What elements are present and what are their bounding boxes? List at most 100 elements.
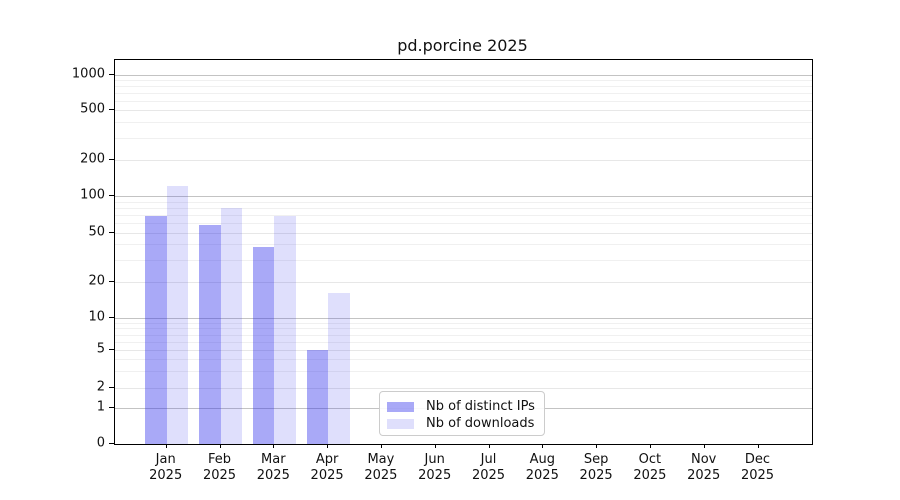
x-label-month: Jan [155,452,176,467]
legend-label: Nb of downloads [426,416,535,431]
minor-gridline [115,122,812,124]
gridline [115,196,812,197]
y-tick-mark [109,73,114,75]
x-label-year: 2025 [471,468,506,483]
x-tick-mark [488,444,490,448]
x-label-year: 2025 [310,468,344,483]
gridline [115,318,812,319]
y-axis-tick-label: 1000 [71,66,105,81]
minor-gridline [115,371,812,373]
minor-gridline [115,79,812,81]
minor-gridline [115,214,812,216]
bar-downloads [166,186,189,444]
x-label-year: 2025 [740,468,775,483]
x-label-year: 2025 [202,468,237,483]
y-tick-mark [109,407,114,408]
y-tick-mark [109,443,114,444]
x-axis-tick-label: Aug 2025 [510,452,574,484]
y-tick-mark [109,387,114,388]
y-tick-mark [109,109,114,110]
y-axis-tick-label: 2 [96,379,105,395]
x-axis-tick-label: Jan 2025 [134,452,198,484]
x-tick-mark [703,444,705,448]
y-axis-tick-label: 0 [96,435,105,451]
gridline [115,388,812,389]
minor-gridline [115,259,812,261]
x-axis-tick-label: Sep 2025 [564,452,628,484]
x-axis-tick-label: Feb 2025 [188,452,252,484]
y-axis-tick-label: 200 [80,151,105,166]
x-label-month: Oct [638,452,662,467]
gridline [115,350,812,351]
x-tick-mark [649,444,651,448]
minor-gridline [115,222,812,224]
x-label-year: 2025 [418,468,452,483]
bar-downloads [220,207,242,444]
x-axis-tick-label: Apr 2025 [295,452,359,484]
minor-gridline [115,334,812,336]
y-axis-tick-label: 500 [80,101,105,117]
minor-gridline [115,201,812,203]
x-tick-mark [596,444,598,448]
minor-gridline [115,359,812,361]
minor-gridline [115,100,812,102]
y-tick-mark [109,195,114,196]
y-axis-tick-label: 50 [88,224,105,239]
x-tick-mark [434,444,436,448]
y-axis-tick-label: 100 [80,187,105,203]
legend-swatch-downloads [387,418,414,429]
x-tick-mark [327,444,329,448]
x-label-month: Mar [261,452,286,467]
x-tick-mark [165,444,167,448]
minor-gridline [115,92,812,94]
gridline [115,159,812,161]
plot-area [114,59,813,445]
y-tick-mark [109,231,114,233]
gridline [115,232,812,234]
minor-gridline [115,85,812,87]
x-axis-tick-label: Mar 2025 [241,452,305,484]
x-label-year: 2025 [687,468,721,483]
y-tick-mark [109,158,114,160]
y-axis-tick-label: 20 [88,273,105,288]
minor-gridline [115,207,812,209]
chart-title: pd.porcine 2025 [397,36,528,55]
x-tick-mark [542,444,544,448]
x-axis-tick-label: Jul 2025 [457,452,521,484]
x-label-month: Nov [691,452,717,467]
bar-distinct-ips [252,247,275,444]
x-label-year: 2025 [633,468,667,483]
bar-downloads [328,293,350,444]
bar-distinct-ips [145,216,167,444]
minor-gridline [115,244,812,246]
gridline [115,110,812,111]
y-tick-mark [109,280,114,282]
gridline [115,74,812,76]
x-tick-mark [757,444,759,448]
y-axis-tick-label: 1 [96,399,105,415]
x-label-month: Apr [315,452,339,467]
gridline [115,281,812,283]
bar-downloads [274,216,296,444]
x-label-year: 2025 [525,468,559,483]
x-axis-tick-label: Nov 2025 [672,452,736,484]
x-label-month: Sep [583,452,609,467]
x-label-year: 2025 [256,468,290,483]
x-label-month: Dec [744,452,771,467]
x-label-year: 2025 [579,468,613,483]
x-label-month: May [367,452,395,467]
minor-gridline [115,328,812,330]
x-tick-mark [380,444,382,448]
x-label-month: Jul [480,452,497,467]
x-axis-tick-label: May 2025 [349,452,413,484]
x-label-month: Feb [207,452,232,467]
legend-item: Nb of downloads [387,415,536,432]
bar-distinct-ips [199,224,221,444]
x-label-year: 2025 [149,468,183,483]
minor-gridline [115,322,812,324]
minor-gridline [115,341,812,343]
y-tick-mark [109,349,114,350]
x-axis-tick-label: Dec 2025 [726,452,790,484]
legend: Nb of distinct IPs Nb of downloads [379,391,545,436]
